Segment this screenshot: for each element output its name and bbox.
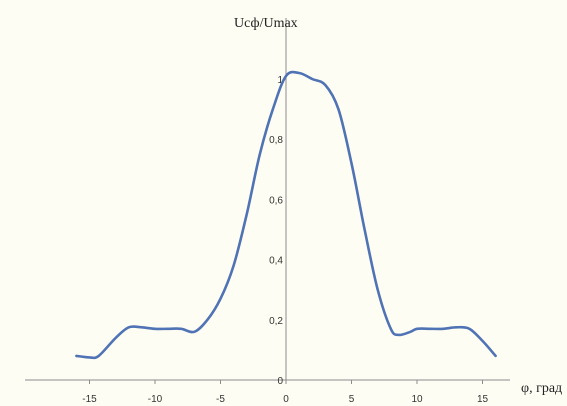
x-tick-labels: -15 -10 -5 0 5 10 15 bbox=[82, 394, 488, 405]
series-line bbox=[75, 70, 497, 360]
y-tick-label: 0,8 bbox=[269, 135, 283, 146]
y-tick-label: 1 bbox=[277, 75, 283, 86]
y-tick-label: 0 bbox=[277, 376, 283, 387]
x-tick-label: -5 bbox=[216, 394, 225, 405]
x-tick-label: 15 bbox=[477, 394, 489, 405]
y-tick-labels: 0 0,2 0,4 0,6 0,8 1 bbox=[269, 75, 283, 387]
x-tick-label: -15 bbox=[82, 394, 97, 405]
y-tick-label: 0,6 bbox=[269, 195, 283, 206]
y-tick-label: 0,2 bbox=[269, 316, 283, 327]
y-tick-label: 0,4 bbox=[269, 256, 283, 267]
x-tick-label: 10 bbox=[411, 394, 423, 405]
x-tick-label: 0 bbox=[283, 394, 289, 405]
x-tick-label: 5 bbox=[349, 394, 355, 405]
y-axis-label: Uсф/Umax bbox=[234, 16, 298, 31]
x-tick-marks bbox=[89, 380, 483, 384]
x-axis-label: φ, град bbox=[521, 381, 562, 396]
x-tick-label: -10 bbox=[148, 394, 163, 405]
